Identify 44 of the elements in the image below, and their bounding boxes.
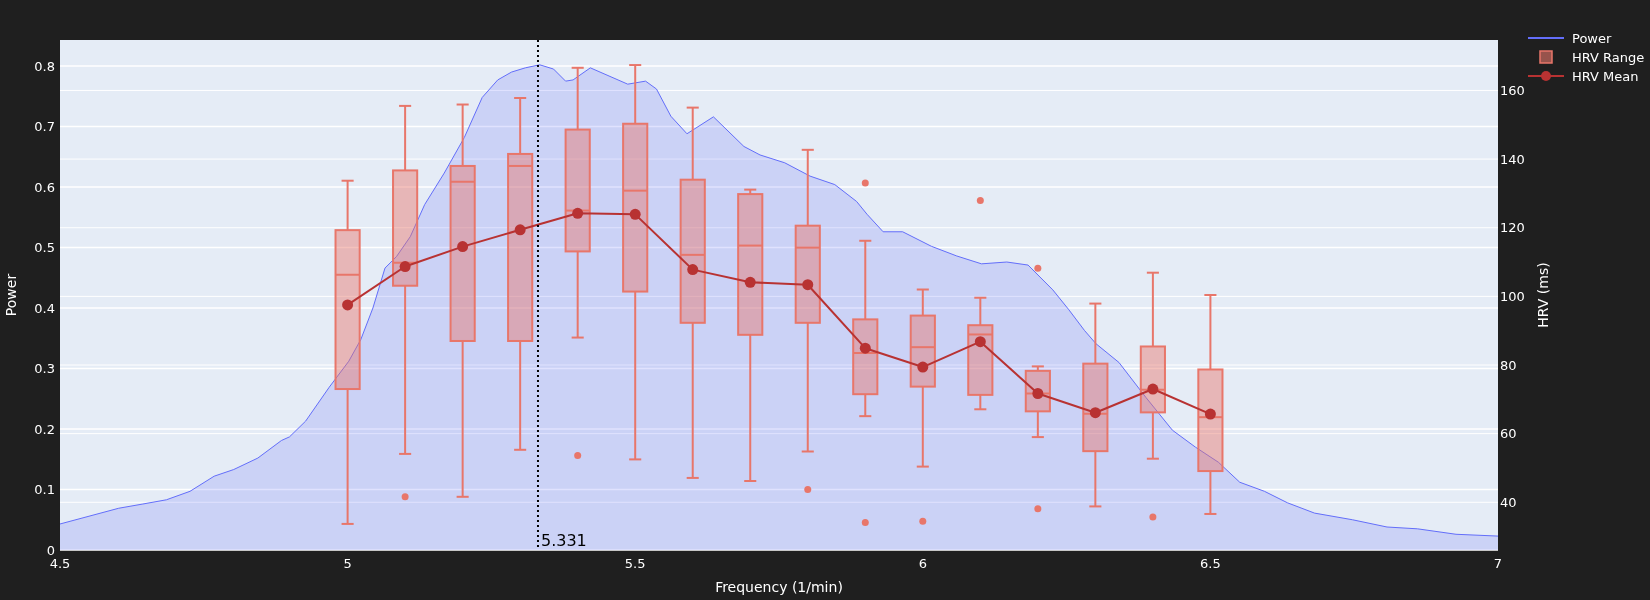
point xyxy=(572,207,584,219)
x-tick-label: 6 xyxy=(918,556,927,571)
x-axis-title: Frequency (1/min) xyxy=(715,579,843,595)
point xyxy=(1147,383,1159,395)
y2-tick-label: 60 xyxy=(1500,426,1517,442)
y-tick-label: 0.8 xyxy=(34,58,55,74)
point xyxy=(802,279,814,291)
point xyxy=(514,224,526,236)
ref-line-label: 5.331 xyxy=(540,531,587,550)
y2-tick-label: 140 xyxy=(1500,151,1525,167)
y-tick-label: 0.2 xyxy=(34,421,55,437)
y-tick-label: 0.1 xyxy=(34,482,55,497)
x-tick-label: 4.5 xyxy=(49,556,71,571)
point xyxy=(1204,408,1216,420)
point xyxy=(399,261,411,273)
point xyxy=(859,342,871,354)
y-tick-label: 0.7 xyxy=(34,119,55,135)
legend-label: Power xyxy=(1572,30,1612,46)
point xyxy=(687,264,699,276)
y-tick-label: 0.6 xyxy=(34,179,55,195)
y2-tick-label: 40 xyxy=(1500,494,1517,510)
y2-axis-title: HRV (ms) xyxy=(1535,262,1551,328)
point xyxy=(629,208,641,220)
y-axis-title: Power xyxy=(3,273,19,317)
y2-tick-label: 120 xyxy=(1500,220,1525,236)
y-tick-label: 0.3 xyxy=(34,361,55,377)
legend-label: HRV Range xyxy=(1572,49,1645,65)
y2-tick-label: 160 xyxy=(1500,82,1525,98)
point xyxy=(1089,407,1101,419)
x-tick-label: 5.5 xyxy=(624,556,646,571)
x-tick-label: 6.5 xyxy=(1200,556,1221,571)
x-tick-label: 7 xyxy=(1493,556,1503,571)
point xyxy=(917,361,929,373)
y2-tick-label: 100 xyxy=(1500,288,1525,304)
legend-label: HRV Mean xyxy=(1572,68,1639,84)
point xyxy=(974,336,986,348)
y-tick-label: 0.5 xyxy=(34,240,55,256)
point xyxy=(342,299,354,311)
y2-tick-label: 80 xyxy=(1500,357,1517,373)
point xyxy=(457,241,469,253)
point xyxy=(744,276,756,288)
x-tick-label: 5 xyxy=(343,556,352,571)
y-tick-label: 0.4 xyxy=(34,300,55,316)
y-tick-label: 0 xyxy=(46,542,55,558)
